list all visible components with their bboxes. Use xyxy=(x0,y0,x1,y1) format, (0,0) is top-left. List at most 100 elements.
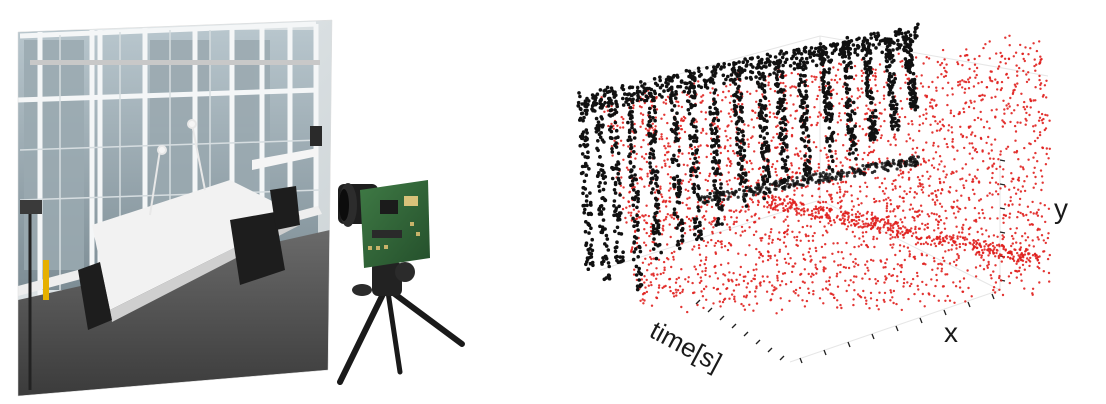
positive-event xyxy=(922,186,925,189)
positive-event xyxy=(825,229,828,232)
positive-event xyxy=(1027,259,1031,262)
positive-event xyxy=(930,212,933,215)
negative-event xyxy=(754,75,758,79)
positive-event xyxy=(757,201,760,204)
negative-event xyxy=(793,52,797,56)
positive-event xyxy=(655,95,658,99)
positive-event xyxy=(933,242,936,245)
positive-event xyxy=(938,120,942,123)
positive-event xyxy=(1017,254,1020,257)
axis-tick xyxy=(919,317,923,324)
negative-event xyxy=(587,231,591,235)
positive-event xyxy=(786,207,789,211)
negative-event xyxy=(803,74,807,78)
negative-event xyxy=(596,123,600,128)
positive-event xyxy=(704,218,707,221)
positive-event xyxy=(794,110,797,113)
positive-event xyxy=(777,270,781,273)
negative-event xyxy=(714,141,718,145)
positive-event xyxy=(869,150,873,154)
negative-event xyxy=(719,67,723,71)
positive-event xyxy=(889,233,892,236)
negative-event xyxy=(676,242,681,247)
positive-event xyxy=(767,242,770,245)
positive-event xyxy=(915,146,919,150)
positive-event xyxy=(894,138,897,141)
positive-event xyxy=(1010,180,1013,183)
negative-event xyxy=(885,68,889,73)
positive-event xyxy=(1009,271,1013,275)
positive-event xyxy=(917,288,920,291)
positive-event xyxy=(1019,256,1022,260)
negative-event xyxy=(721,73,726,78)
positive-event xyxy=(971,157,974,160)
positive-event xyxy=(975,73,978,77)
positive-event xyxy=(648,234,651,238)
positive-event xyxy=(603,110,606,114)
positive-event xyxy=(1031,254,1035,257)
negative-event xyxy=(595,146,599,151)
positive-event xyxy=(796,95,799,98)
positive-event xyxy=(976,230,979,234)
positive-event xyxy=(666,243,669,246)
positive-event xyxy=(1026,236,1030,239)
positive-event xyxy=(1009,227,1012,231)
positive-event xyxy=(810,75,813,78)
positive-event xyxy=(940,231,943,234)
positive-event xyxy=(673,250,676,253)
positive-event xyxy=(1010,172,1013,175)
positive-event xyxy=(942,125,946,128)
negative-event xyxy=(583,144,588,149)
positive-event xyxy=(897,224,900,228)
positive-event xyxy=(1008,188,1011,191)
negative-event xyxy=(635,98,640,103)
positive-event xyxy=(889,210,892,213)
positive-event xyxy=(853,64,857,68)
negative-event xyxy=(782,148,786,153)
negative-event xyxy=(687,111,692,116)
positive-event xyxy=(810,217,813,221)
negative-event xyxy=(620,86,624,90)
negative-event xyxy=(775,111,780,116)
positive-event xyxy=(641,261,645,264)
positive-event xyxy=(714,241,717,245)
negative-event xyxy=(615,225,620,230)
positive-event xyxy=(668,223,671,226)
positive-event xyxy=(845,241,848,245)
positive-event xyxy=(754,263,758,266)
positive-event xyxy=(681,119,685,123)
positive-event xyxy=(899,99,902,103)
positive-event xyxy=(923,228,926,231)
positive-event xyxy=(622,158,625,161)
positive-event xyxy=(761,93,764,96)
positive-event xyxy=(1021,263,1025,267)
positive-event xyxy=(788,299,791,303)
negative-event xyxy=(580,102,584,106)
positive-event xyxy=(763,205,766,208)
positive-event xyxy=(874,68,877,72)
positive-event xyxy=(878,200,881,203)
positive-event xyxy=(740,225,744,229)
negative-event xyxy=(844,86,849,91)
positive-event xyxy=(996,217,999,220)
positive-event xyxy=(853,265,856,268)
positive-event xyxy=(1036,236,1039,239)
positive-event xyxy=(991,171,994,175)
negative-event xyxy=(656,243,660,248)
positive-event xyxy=(972,107,976,110)
positive-event xyxy=(1015,149,1019,153)
positive-event xyxy=(988,252,991,255)
positive-event xyxy=(666,95,670,99)
negative-event xyxy=(780,157,785,162)
positive-event xyxy=(1031,200,1034,204)
positive-event xyxy=(984,43,987,46)
negative-event xyxy=(593,102,597,106)
positive-event xyxy=(843,214,846,218)
positive-event xyxy=(802,213,806,216)
positive-event xyxy=(977,82,980,85)
positive-event xyxy=(1022,168,1025,171)
positive-event xyxy=(677,276,681,279)
positive-event xyxy=(876,176,879,179)
positive-event xyxy=(974,76,977,79)
positive-event xyxy=(893,135,896,138)
